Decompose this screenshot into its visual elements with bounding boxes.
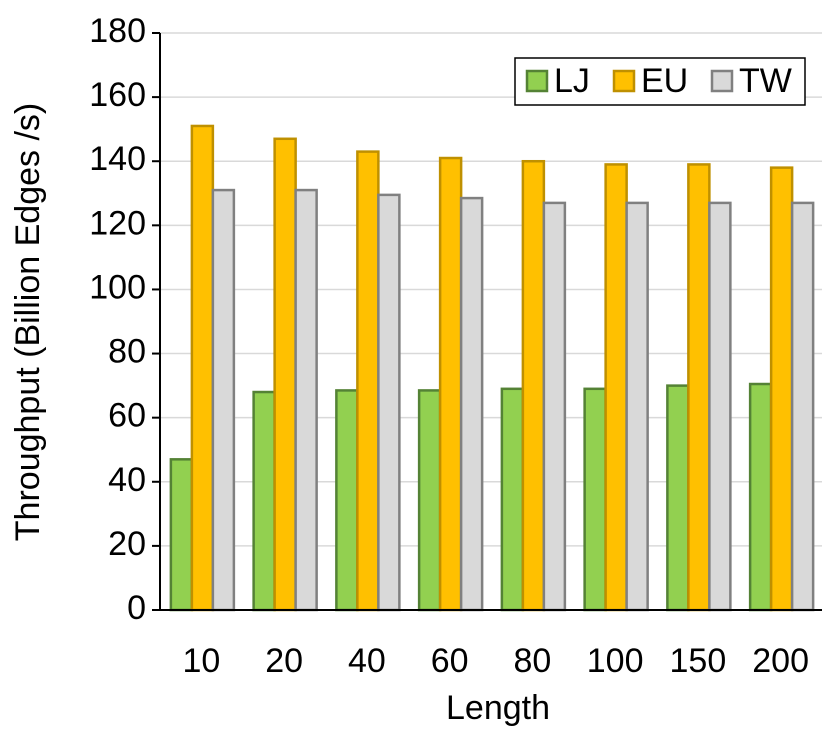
legend-box [514, 57, 806, 106]
bar [335, 389, 359, 612]
bar [708, 201, 732, 612]
bar [356, 150, 380, 612]
bar [500, 387, 525, 612]
legend-label: TW [739, 62, 792, 100]
bar [377, 193, 401, 612]
bar [769, 166, 794, 612]
bar [190, 124, 215, 612]
y-tick-label: 120 [89, 204, 146, 242]
bar [459, 196, 484, 612]
bar [583, 387, 607, 612]
y-tick-label: 80 [108, 333, 146, 371]
x-axis-label: Length [446, 689, 550, 727]
y-tick-label: 160 [89, 76, 146, 114]
x-tick-label: 40 [348, 642, 386, 680]
bar [252, 390, 276, 612]
x-tick-label: 100 [587, 642, 644, 680]
bar [666, 384, 690, 612]
legend-label: EU [641, 62, 688, 100]
y-tick-label: 40 [108, 461, 146, 499]
y-tick-label: 140 [89, 140, 146, 178]
bar [294, 188, 318, 612]
x-tick-label: 200 [752, 642, 809, 680]
legend-label: LJ [554, 62, 590, 100]
bar [604, 163, 628, 612]
x-tick-label: 80 [513, 642, 551, 680]
x-tick-label: 20 [265, 642, 303, 680]
bar [211, 188, 236, 612]
y-tick-label: 20 [108, 525, 146, 563]
bar [169, 458, 194, 612]
bar [438, 156, 463, 612]
y-tick-label: 60 [108, 397, 146, 435]
legend-swatch [525, 69, 549, 93]
bar [417, 389, 442, 612]
bar [748, 382, 773, 612]
x-tick-label: 10 [182, 642, 220, 680]
y-tick-label: 180 [89, 12, 146, 50]
bar [625, 201, 649, 612]
y-tick-label: 0 [127, 589, 146, 627]
x-tick-label: 60 [431, 642, 469, 680]
y-axis-label: Throughput (Billion Edges /s) [9, 103, 47, 541]
y-tick-label: 100 [89, 268, 146, 306]
bar [542, 201, 567, 612]
bar [273, 137, 297, 612]
bar [790, 201, 815, 612]
bar [687, 163, 711, 612]
x-tick-label: 150 [670, 642, 727, 680]
legend-swatch [710, 69, 734, 93]
legend-swatch [612, 69, 636, 93]
bar [521, 159, 546, 612]
